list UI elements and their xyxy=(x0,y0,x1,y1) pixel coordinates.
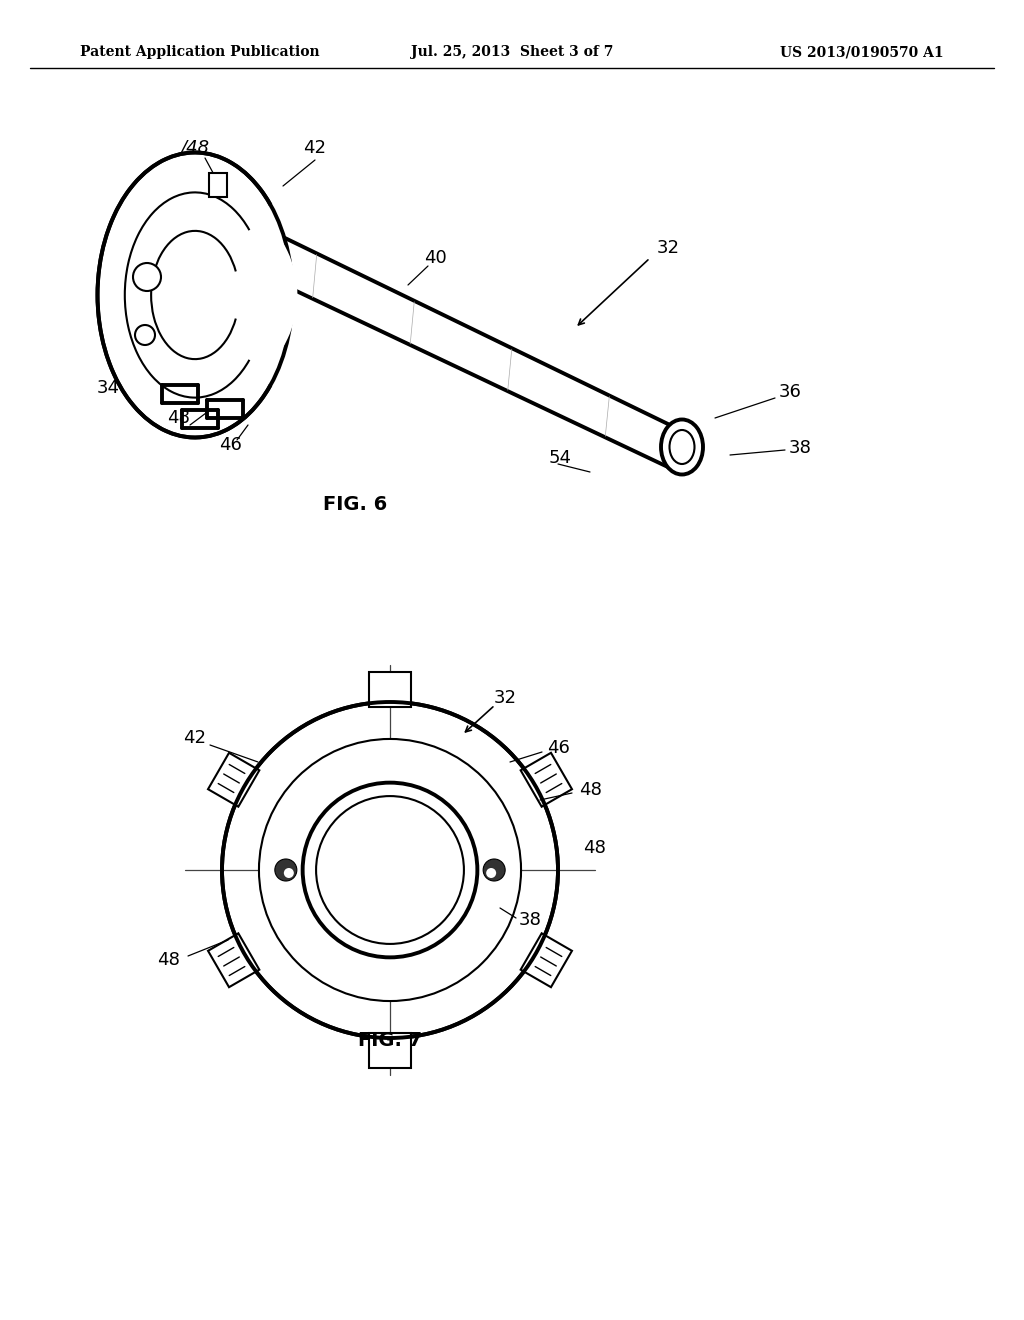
Text: FIG. 6: FIG. 6 xyxy=(323,495,387,515)
Text: 48: 48 xyxy=(579,781,601,799)
Polygon shape xyxy=(208,752,259,807)
Text: 38: 38 xyxy=(788,440,811,457)
Circle shape xyxy=(222,702,558,1038)
Ellipse shape xyxy=(662,420,703,474)
Circle shape xyxy=(135,325,155,345)
Text: 42: 42 xyxy=(183,729,207,747)
Circle shape xyxy=(274,859,297,880)
Text: 38: 38 xyxy=(518,911,542,929)
Polygon shape xyxy=(208,933,259,987)
Text: Patent Application Publication: Patent Application Publication xyxy=(80,45,319,59)
Bar xyxy=(209,173,227,197)
Wedge shape xyxy=(195,216,297,374)
Text: 32: 32 xyxy=(494,689,516,708)
Text: 40: 40 xyxy=(424,249,446,267)
Text: 48: 48 xyxy=(584,840,606,857)
Ellipse shape xyxy=(97,153,293,437)
Text: 36: 36 xyxy=(778,383,802,401)
Circle shape xyxy=(284,869,294,878)
Text: 34: 34 xyxy=(96,379,120,397)
Polygon shape xyxy=(520,752,572,807)
Circle shape xyxy=(486,869,497,878)
Circle shape xyxy=(133,263,161,290)
Text: Jul. 25, 2013  Sheet 3 of 7: Jul. 25, 2013 Sheet 3 of 7 xyxy=(411,45,613,59)
Circle shape xyxy=(316,796,464,944)
Text: 46: 46 xyxy=(547,739,569,756)
Text: 42: 42 xyxy=(303,139,327,157)
Text: FIG. 7: FIG. 7 xyxy=(358,1031,422,1049)
Circle shape xyxy=(483,859,505,880)
Text: US 2013/0190570 A1: US 2013/0190570 A1 xyxy=(780,45,944,59)
Text: 32: 32 xyxy=(656,239,680,257)
Ellipse shape xyxy=(670,430,694,465)
Text: /48: /48 xyxy=(180,139,210,157)
Text: 46: 46 xyxy=(218,436,242,454)
Text: 48: 48 xyxy=(157,950,179,969)
Text: 48: 48 xyxy=(167,409,189,426)
Circle shape xyxy=(303,783,477,957)
Polygon shape xyxy=(369,1034,411,1068)
Circle shape xyxy=(259,739,521,1001)
Polygon shape xyxy=(369,672,411,708)
Polygon shape xyxy=(520,933,572,987)
Text: 54: 54 xyxy=(549,449,571,467)
